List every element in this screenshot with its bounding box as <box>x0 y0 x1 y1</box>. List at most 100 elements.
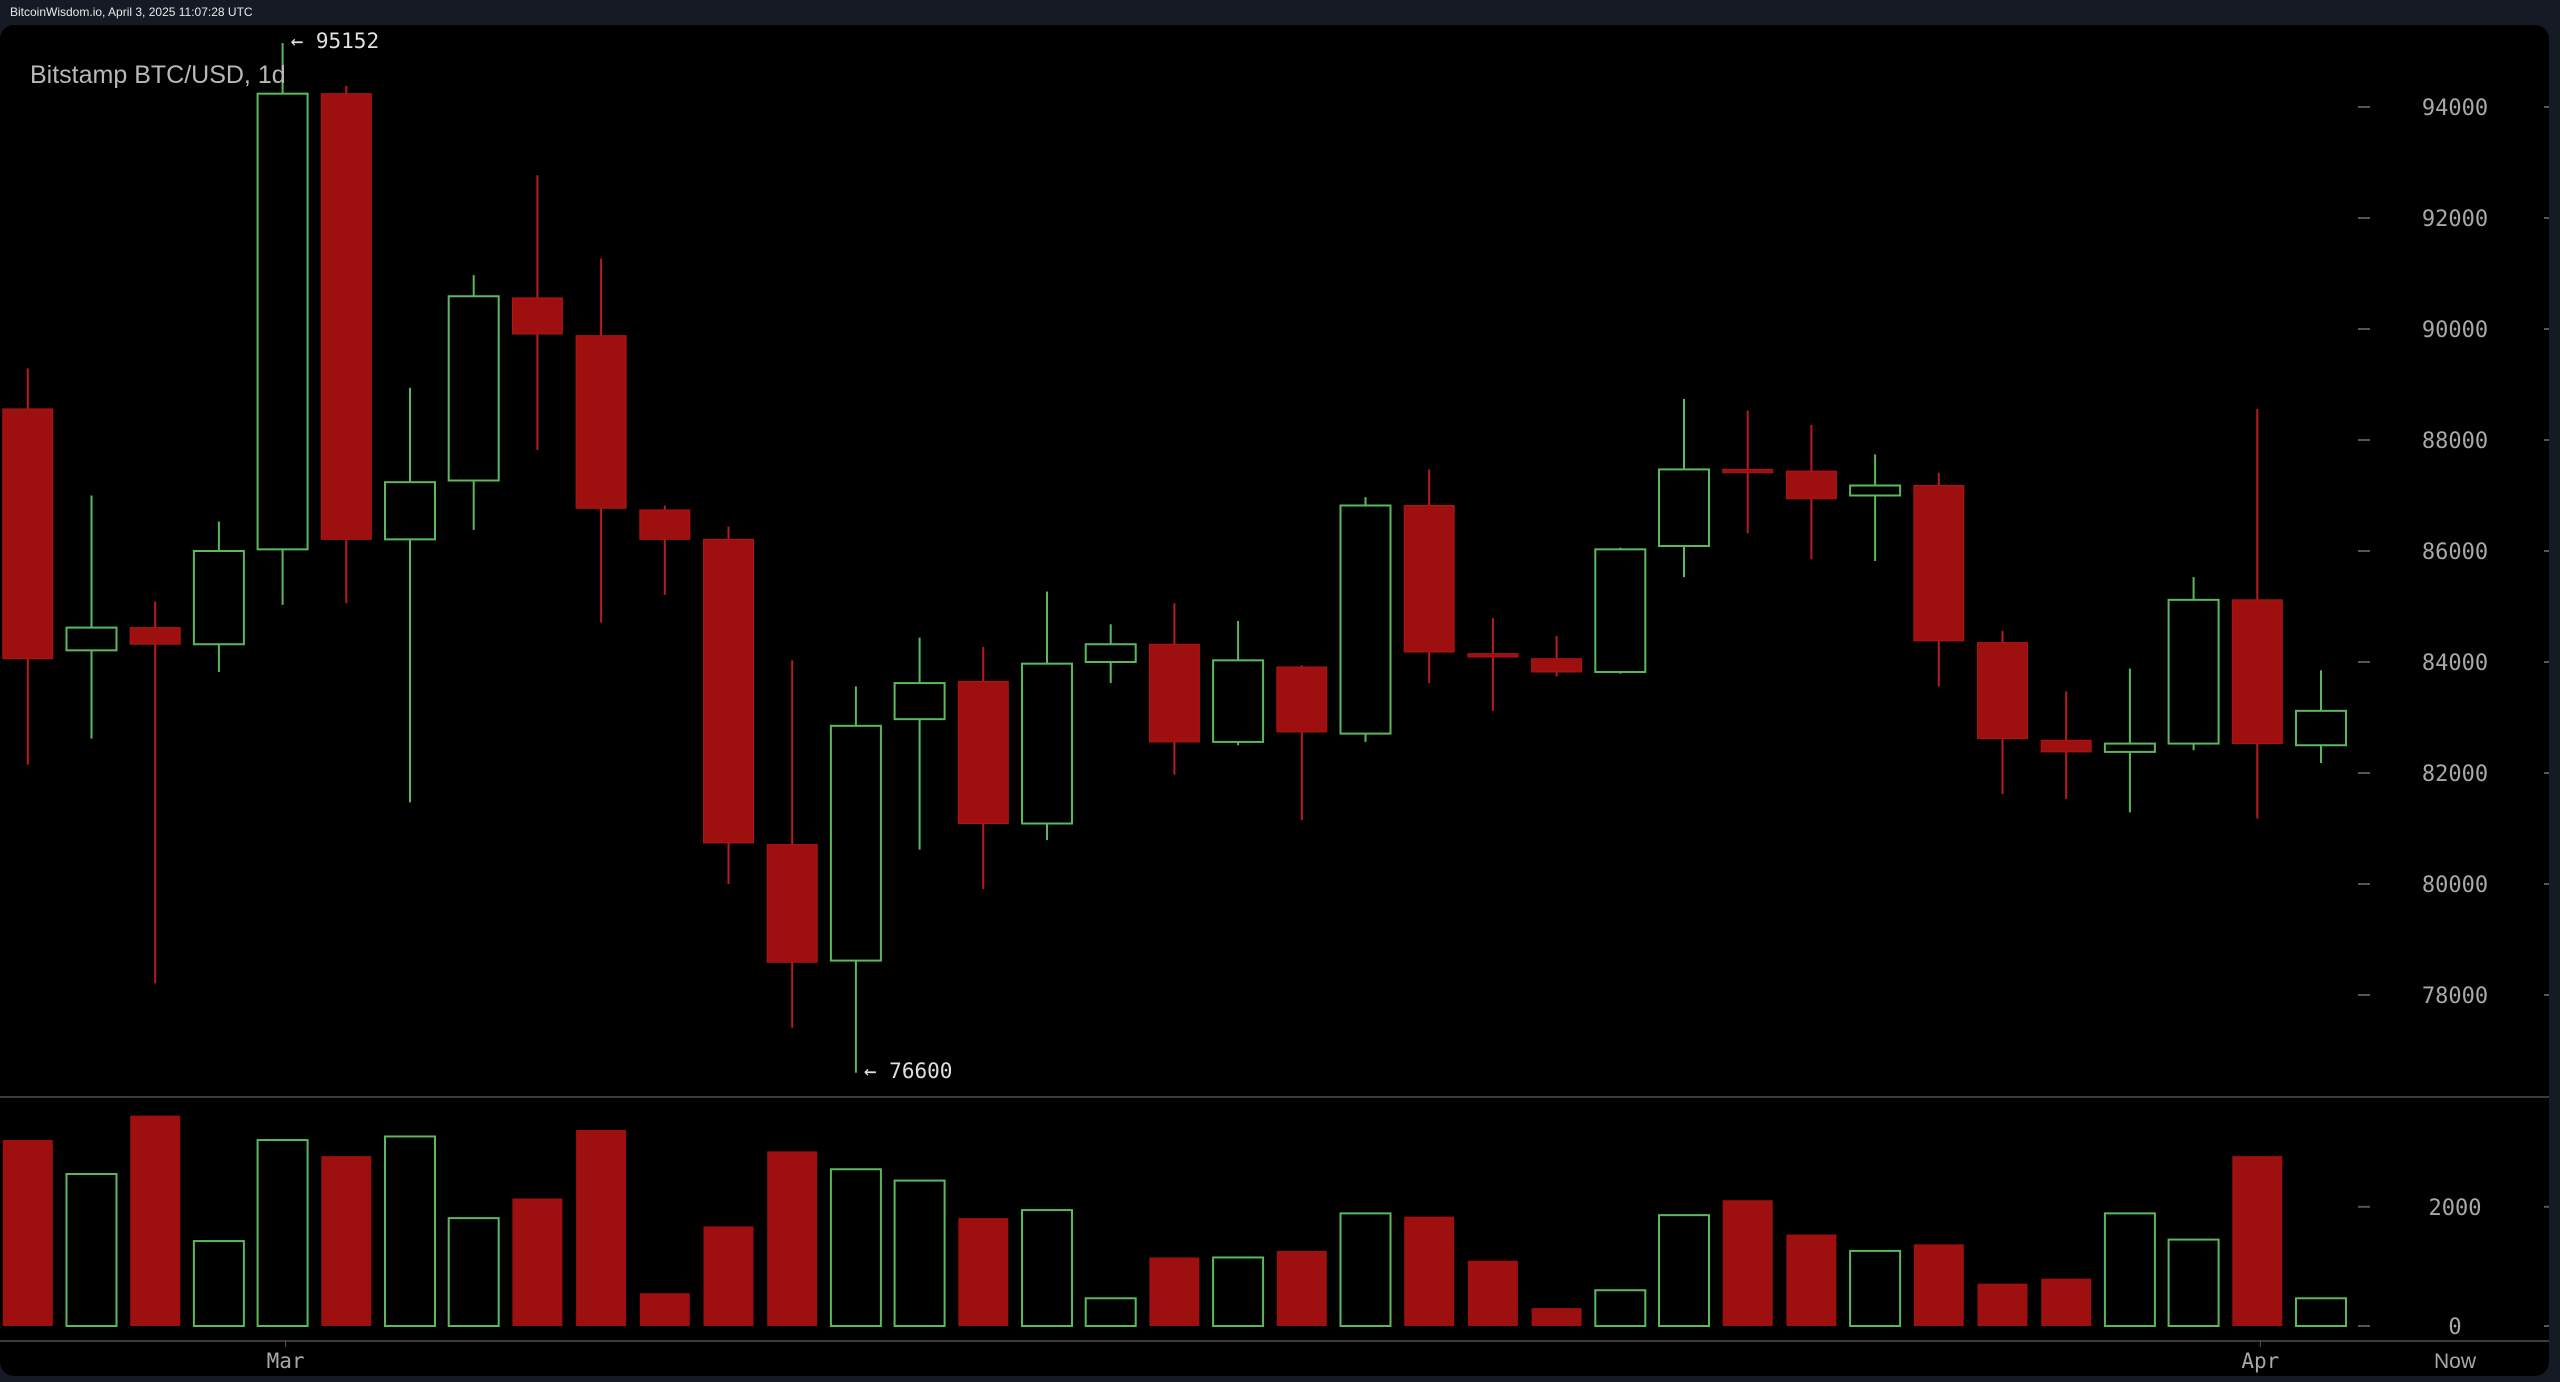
candle <box>2295 670 2347 764</box>
price-tick-label: 78000 <box>2422 984 2488 1009</box>
candle <box>1977 630 2028 795</box>
candle-body <box>1913 485 1965 642</box>
candle-body <box>1212 659 1265 743</box>
volume-bars <box>2 1115 2347 1328</box>
candle <box>447 275 500 530</box>
candle <box>1849 454 1902 561</box>
volume-bar <box>384 1135 436 1328</box>
volume-bar <box>2295 1297 2347 1328</box>
candle <box>2167 577 2220 751</box>
candle-body <box>320 93 372 540</box>
price-tick-label: 84000 <box>2422 651 2488 676</box>
volume-bar <box>1084 1297 1137 1328</box>
volume-bar <box>767 1151 818 1326</box>
candle-body <box>1021 662 1073 825</box>
volume-bar <box>1212 1256 1265 1327</box>
volume-bar <box>576 1129 627 1326</box>
candle <box>1403 469 1455 684</box>
candle <box>1913 472 1965 687</box>
volume-bar <box>1467 1260 1518 1326</box>
price-tick-label: 80000 <box>2422 873 2488 898</box>
low-annotation: ← 76600 <box>864 1059 953 1083</box>
top-bar: BitcoinWisdom.io, April 3, 2025 11:07:28… <box>0 0 2560 25</box>
volume-bar <box>639 1293 690 1326</box>
high-annotation: ← 95152 <box>291 29 380 53</box>
candlestick-chart[interactable]: 78000 80000 82000 84000 86000 88000 90000 92000… <box>0 25 2549 1376</box>
volume-bar <box>829 1168 882 1327</box>
volume-bar <box>703 1226 754 1326</box>
candle-body <box>766 844 818 963</box>
candle <box>1531 635 1583 677</box>
candle <box>1785 425 1837 560</box>
chart-title: Bitstamp BTC/USD, 1d <box>30 61 286 89</box>
volume-bar <box>2041 1278 2092 1326</box>
volume-bar <box>321 1156 372 1326</box>
date-label: Now <box>2434 1350 2477 1373</box>
volume-bar <box>447 1217 500 1328</box>
candle-body <box>2231 599 2283 745</box>
date-label: Apr <box>2241 1349 2279 1373</box>
candle-body <box>1785 470 1837 500</box>
candle <box>703 526 754 884</box>
candle-body <box>2167 598 2220 745</box>
candle <box>2103 668 2156 813</box>
volume-bar <box>958 1218 1009 1326</box>
price-candles <box>2 43 2347 1073</box>
candle <box>2 368 54 765</box>
timestamp-caption: BitcoinWisdom.io, April 3, 2025 11:07:28… <box>10 5 253 19</box>
candle-body <box>511 297 563 335</box>
candle <box>957 647 1009 889</box>
candle-body <box>2040 739 2092 753</box>
candle <box>575 258 627 623</box>
volume-bar <box>1531 1308 1582 1326</box>
volume-bar <box>256 1139 309 1327</box>
candle-body <box>957 680 1009 825</box>
volume-bar <box>1594 1289 1647 1327</box>
candle-body <box>1148 643 1200 743</box>
volume-bar <box>1021 1209 1073 1327</box>
candle-body <box>1339 504 1392 735</box>
candle-body <box>829 724 882 962</box>
candle-body <box>2103 742 2156 753</box>
volume-bar <box>1786 1234 1837 1326</box>
candle <box>829 686 882 1073</box>
price-tick-label: 82000 <box>2422 762 2488 787</box>
candle <box>1658 398 1710 578</box>
volume-bar <box>1913 1244 1964 1326</box>
volume-bar <box>2 1140 53 1326</box>
price-tick-label: 90000 <box>2422 318 2488 343</box>
candle-body <box>1658 468 1710 548</box>
price-tick-label: 88000 <box>2422 429 2488 454</box>
candle <box>320 85 372 604</box>
axes: 78000 80000 82000 84000 86000 88000 90000 92000… <box>0 29 2549 1373</box>
price-tick-label: 86000 <box>2422 540 2488 565</box>
volume-bar <box>1276 1250 1327 1326</box>
candle-body <box>1403 504 1455 653</box>
volume-tick-label: 2000 <box>2429 1196 2482 1221</box>
candle-body <box>384 481 436 541</box>
candle <box>1722 410 1774 534</box>
volume-bar <box>65 1173 118 1328</box>
candle-body <box>1849 484 1902 497</box>
volume-bar <box>1977 1283 2028 1326</box>
date-label: Mar <box>267 1349 305 1373</box>
volume-tick-label: 0 <box>2448 1315 2461 1340</box>
candle-body <box>1531 658 1583 673</box>
candle <box>192 521 245 672</box>
candle-body <box>447 295 500 482</box>
candle-body <box>1467 653 1519 658</box>
candle <box>1021 591 1073 841</box>
candle-body <box>893 682 946 721</box>
volume-bar <box>1339 1212 1392 1327</box>
candle-body <box>192 550 245 646</box>
chart-panel[interactable]: 78000 80000 82000 84000 86000 88000 90000 92000… <box>0 25 2549 1376</box>
candle <box>1594 547 1647 674</box>
candle <box>1212 620 1265 746</box>
candle <box>65 495 118 739</box>
candle <box>1276 665 1328 821</box>
volume-bar <box>893 1179 946 1328</box>
candle-body <box>1276 666 1328 733</box>
candle-body <box>2295 709 2347 747</box>
candle <box>766 660 818 1028</box>
candle-body <box>1977 642 2028 740</box>
